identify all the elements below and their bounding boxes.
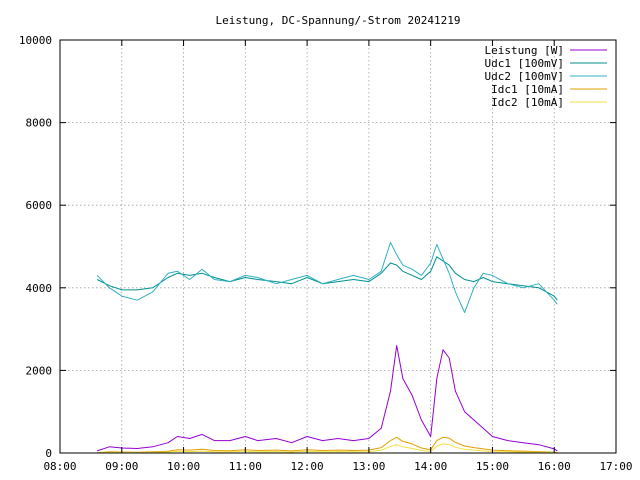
legend: Leistung [W]Udc1 [100mV]Udc2 [100mV]Idc1… [485, 44, 607, 109]
x-tick-label: 08:00 [43, 460, 76, 473]
series-line-2 [96, 256, 558, 301]
y-tick-label: 0 [45, 447, 52, 460]
series-line-3 [96, 241, 558, 314]
x-tick-label: 10:00 [167, 460, 200, 473]
axis-ticks: 0 2000 4000 6000 8000 10000 08:00 09:00 10:00 11:… [19, 34, 633, 473]
y-tick-label: 8000 [26, 117, 53, 130]
series-lines [96, 241, 558, 454]
x-tick-label: 15:00 [476, 460, 509, 473]
x-tick-label: 14:00 [414, 460, 447, 473]
chart-title: Leistung, DC-Spannung/-Strom 20241219 [215, 14, 460, 27]
y-tick-label: 10000 [19, 34, 52, 47]
legend-label: Udc1 [100mV] [485, 57, 564, 70]
series-line-1 [96, 345, 558, 452]
x-tick-label: 12:00 [291, 460, 324, 473]
y-tick-label: 4000 [26, 282, 53, 295]
legend-label: Idc1 [10mA] [491, 83, 564, 96]
y-tick-label: 2000 [26, 364, 53, 377]
y-tick-label: 6000 [26, 199, 53, 212]
legend-label: Udc2 [100mV] [485, 70, 564, 83]
x-tick-label: 09:00 [105, 460, 138, 473]
x-tick-label: 11:00 [229, 460, 262, 473]
x-tick-label: 16:00 [538, 460, 571, 473]
legend-label: Idc2 [10mA] [491, 96, 564, 109]
x-tick-label: 13:00 [352, 460, 385, 473]
x-tick-label: 17:00 [599, 460, 632, 473]
legend-label: Leistung [W] [485, 44, 564, 57]
plot-frame [59, 39, 617, 454]
